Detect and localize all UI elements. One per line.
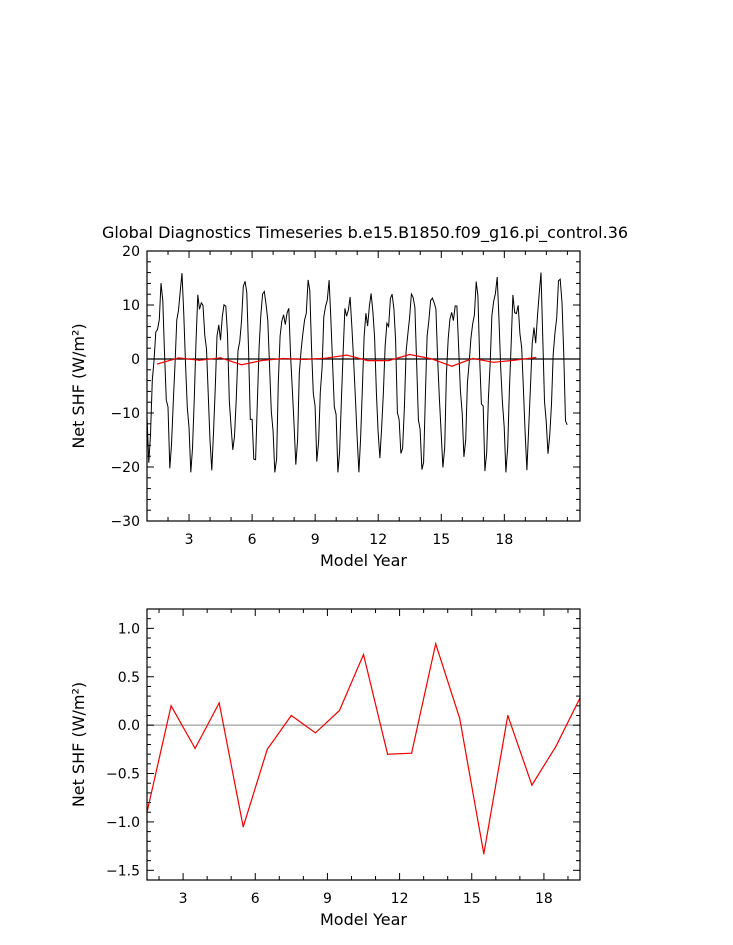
- annual-data-point: [555, 745, 557, 748]
- x-tick-label: 12: [369, 532, 387, 548]
- annual-data-point: [156, 363, 159, 365]
- x-tick-label: 18: [495, 532, 513, 548]
- annual-data-point: [170, 705, 172, 707]
- annual-data-point: [266, 748, 268, 750]
- y-axis-label: Net SHF (W/m²): [69, 682, 88, 807]
- annual-data-point: [362, 653, 365, 656]
- x-axis-label: Model Year: [320, 551, 407, 570]
- x-tick-label: 3: [179, 891, 188, 907]
- annual-data-point: [304, 358, 306, 361]
- annual-data-point: [198, 359, 201, 361]
- annual-data-point: [240, 364, 243, 366]
- annual-data-point: [483, 853, 485, 855]
- annual-data-point: [435, 643, 437, 645]
- annual-data-point: [194, 747, 196, 749]
- annual-data-point: [430, 358, 432, 360]
- x-tick-label: 6: [248, 532, 257, 548]
- y-tick-label: −0.5: [106, 767, 140, 783]
- y-axis-label: Net SHF (W/m²): [69, 323, 88, 448]
- x-tick-label: 15: [432, 532, 450, 548]
- annual-data-point: [346, 354, 348, 356]
- annual-data-point: [283, 357, 285, 360]
- y-tick-label: 10: [122, 298, 140, 314]
- annual-data-point: [290, 714, 292, 717]
- annual-data-point: [325, 357, 327, 359]
- x-tick-label: 6: [251, 891, 260, 907]
- annual-data-point: [386, 753, 389, 755]
- annual-data-point: [367, 360, 369, 362]
- y-tick-label: 0.0: [118, 718, 140, 734]
- annual-series-line: [146, 641, 581, 855]
- y-tick-label: −20: [110, 460, 140, 476]
- annual-data-point: [314, 732, 316, 734]
- annual-data-point: [411, 752, 413, 754]
- plot-frame: [146, 608, 581, 881]
- annual-data-point: [531, 784, 533, 786]
- annual-data-point: [459, 717, 461, 719]
- plot-frame: [146, 250, 581, 522]
- x-tick-label: 9: [311, 532, 320, 548]
- annual-data-point: [507, 714, 509, 717]
- y-tick-label: 1.0: [118, 621, 140, 637]
- x-tick-label: 18: [535, 891, 553, 907]
- annual-data-point: [338, 710, 341, 712]
- y-tick-label: −1.0: [106, 815, 140, 831]
- annual-data-point: [218, 702, 220, 704]
- monthly-series-line: [146, 272, 568, 473]
- annual-data-point: [493, 361, 495, 363]
- top-panel: 3 6 9 12 15 18 −30 −20 −10 0 10 20 Model Year Net SHF…: [69, 244, 581, 570]
- bottom-panel: 3 6 9 12 15 18 −1.5 −1.0 −0.5 0.0 0.5 1.0 Model Year…: [69, 608, 581, 929]
- annual-data-point: [388, 359, 390, 362]
- y-tick-label: 0: [131, 352, 140, 368]
- annual-data-point: [219, 357, 222, 359]
- y-tick-label: −30: [110, 514, 140, 530]
- figure-title: Global Diagnostics Timeseries b.e15.B185…: [102, 223, 628, 243]
- x-tick-label: 3: [185, 532, 194, 548]
- annual-data-point: [409, 353, 411, 356]
- y-tick-label: −10: [110, 406, 140, 422]
- y-tick-label: −1.5: [106, 863, 140, 879]
- x-tick-label: 12: [391, 891, 409, 907]
- x-axis-label: Model Year: [320, 910, 407, 929]
- annual-data-point: [472, 357, 474, 360]
- annual-data-point: [535, 356, 537, 359]
- annual-data-point: [514, 359, 516, 361]
- annual-data-point: [242, 826, 244, 828]
- y-tick-label: 0.5: [118, 670, 140, 686]
- annual-data-point: [451, 365, 453, 367]
- annual-data-point: [262, 359, 264, 361]
- x-tick-label: 15: [463, 891, 481, 907]
- y-tick-label: 20: [122, 244, 140, 260]
- x-tick-label: 9: [323, 891, 332, 907]
- annual-data-point: [177, 357, 180, 359]
